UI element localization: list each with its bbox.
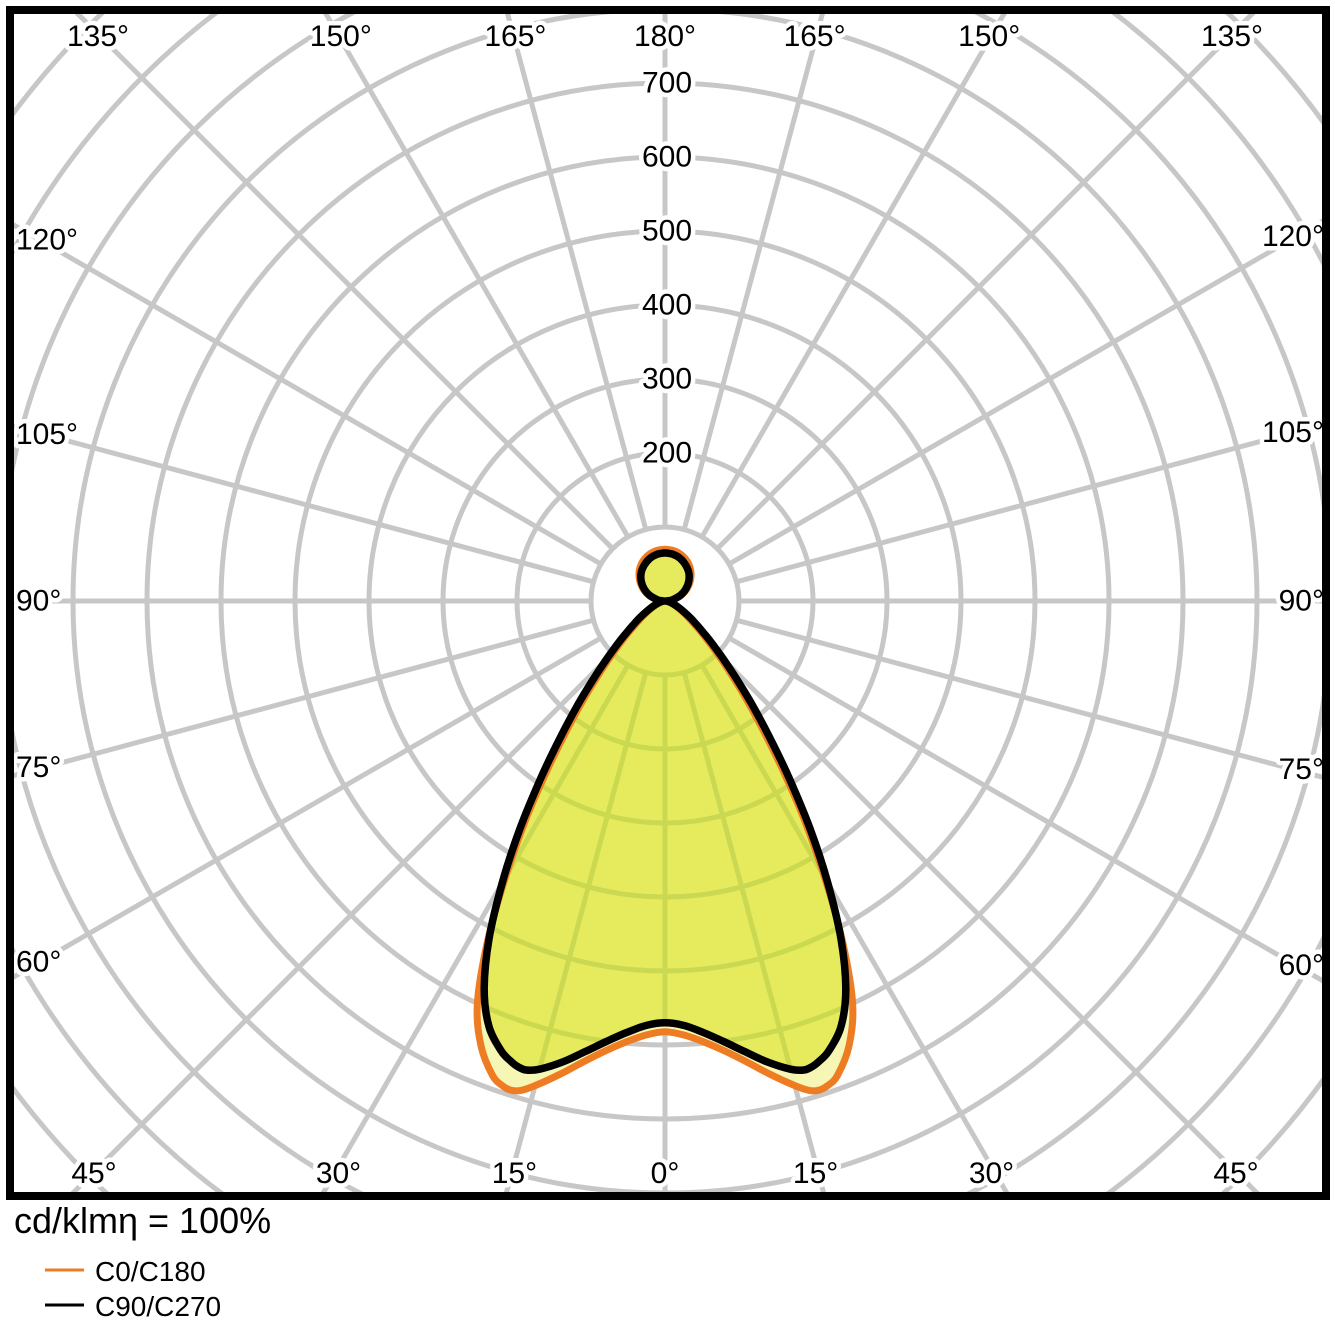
angle-label-15: 15° [793, 1157, 838, 1190]
angle-label-75: 75° [16, 751, 61, 784]
plot-frame [6, 6, 1330, 1200]
c90-c270-fill [484, 552, 846, 1071]
angle-label-90: 90° [1279, 585, 1324, 618]
angle-label-45: 45° [1213, 1157, 1258, 1190]
radial-tick-label: 700 [642, 67, 692, 100]
angle-label-60: 60° [16, 946, 61, 979]
radial-tick-label: 500 [642, 215, 692, 248]
angle-label-120: 120° [16, 223, 78, 256]
legend-title: cd/klmη = 100% [14, 1200, 271, 1241]
radial-tick-label: 400 [642, 289, 692, 322]
angle-label-75: 75° [1279, 753, 1324, 786]
angle-label-15: 15° [492, 1157, 537, 1190]
angle-label-90: 90° [16, 585, 61, 618]
angle-label-105: 105° [16, 418, 78, 451]
angle-label-150: 150° [310, 20, 372, 53]
angle-label-165: 165° [484, 20, 546, 53]
legend-label-c90-c270: C90/C270 [95, 1291, 221, 1322]
legend-label-c0-c180: C0/C180 [95, 1256, 206, 1287]
angle-label-30: 30° [316, 1157, 361, 1190]
radial-tick-label: 300 [642, 363, 692, 396]
angle-label-180: 180° [634, 20, 696, 53]
legend: cd/klmη = 100% C0/C180 C90/C270 [14, 1200, 271, 1322]
angle-label-45: 45° [71, 1157, 116, 1190]
angle-label-0: 0° [651, 1157, 680, 1190]
axis-labels: 200 300 400 500 600 700 0° 15° 15° 30° 30° 45° 45° 60… [12, 16, 1329, 1195]
angle-label-135: 135° [1201, 20, 1263, 53]
angle-label-60: 60° [1279, 949, 1324, 982]
radial-tick-label: 200 [642, 437, 692, 470]
angle-label-105: 105° [1262, 416, 1324, 449]
angle-label-30: 30° [969, 1157, 1014, 1190]
angle-label-135: 135° [67, 20, 129, 53]
angle-label-150: 150° [958, 20, 1020, 53]
c90-c270-curve [480, 549, 850, 1075]
angle-label-120: 120° [1262, 220, 1324, 253]
angle-label-165: 165° [784, 20, 846, 53]
radial-tick-label: 600 [642, 141, 692, 174]
